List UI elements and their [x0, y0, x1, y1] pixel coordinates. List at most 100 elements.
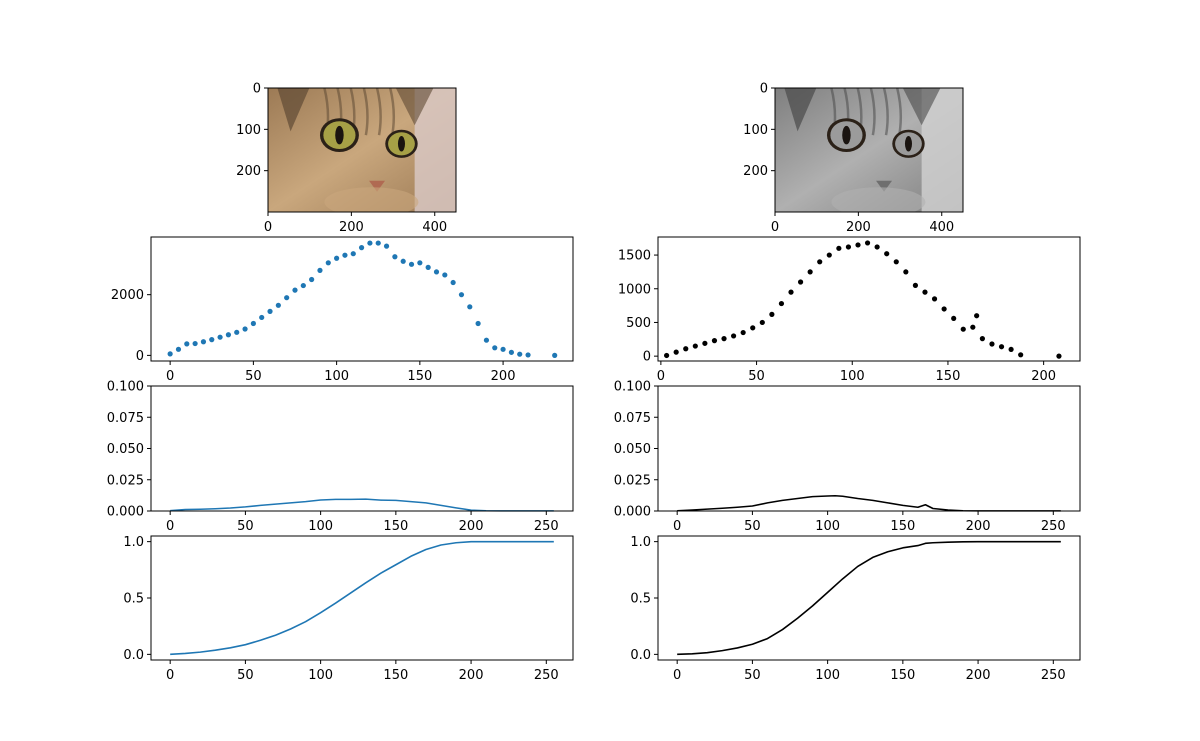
- color-density-line: 0 50 100 150 200 250 0.000 0.025 0.050 0.075 0.100: [107, 380, 574, 534]
- scatter-point: [817, 259, 823, 265]
- scatter-point: [492, 345, 498, 351]
- scatter-point: [912, 282, 919, 288]
- series-line: [677, 540, 1061, 656]
- scatter-point: [759, 319, 765, 326]
- scatter-point: [400, 258, 406, 264]
- cat-nose: [876, 180, 893, 192]
- scatter-point: [342, 252, 348, 258]
- scatter-point: [1018, 352, 1024, 358]
- scatter-point: [367, 240, 373, 246]
- x-tick-label: 100: [815, 668, 840, 683]
- scatter-point: [225, 332, 232, 338]
- y-tick-label: 0.100: [107, 380, 144, 395]
- y-tick-label: 0.100: [614, 380, 651, 395]
- scatter-point: [884, 251, 890, 257]
- x-tick-label: 50: [748, 369, 765, 384]
- scatter-point: [259, 314, 265, 321]
- scatter-point: [167, 351, 173, 357]
- x-tick-label: 200: [459, 519, 484, 534]
- x-tick-label: 200: [491, 369, 516, 384]
- x-tick-label: 150: [936, 369, 961, 384]
- scatter-point: [192, 340, 198, 347]
- x-tick-label: 0: [166, 369, 174, 384]
- scatter-point: [325, 260, 331, 266]
- scatter-point: [234, 329, 240, 335]
- cat-ear-left: [784, 88, 817, 132]
- scatter-point: [267, 308, 273, 314]
- scatter-point: [721, 336, 727, 342]
- scatter-point: [483, 337, 490, 343]
- scatter-point: [845, 244, 852, 250]
- scatter-point: [184, 341, 190, 347]
- x-tick-label: 50: [237, 519, 254, 534]
- scatter-point: [525, 352, 531, 358]
- scatter-point: [309, 276, 315, 283]
- scatter-point: [317, 267, 323, 273]
- y-tick-label: 0.025: [107, 473, 144, 488]
- scatter-point: [217, 334, 223, 340]
- scatter-point: [417, 260, 423, 266]
- scatter-point: [508, 349, 515, 355]
- x-tick-label: 400: [929, 220, 954, 235]
- cat-stripe: [388, 88, 396, 136]
- axes-frame: [657, 236, 1081, 362]
- y-tick-label: 0: [760, 82, 768, 97]
- cat-eye-pupil: [397, 136, 406, 152]
- cat-eye-pupil: [842, 125, 851, 145]
- color-image-panel: 0 200 400 0 100 200: [236, 82, 457, 235]
- scatter-point: [855, 242, 861, 248]
- x-tick-label: 0: [657, 369, 665, 384]
- scatter-point: [711, 338, 718, 344]
- y-tick-label: 0.0: [123, 648, 144, 663]
- x-tick-label: 50: [744, 668, 761, 683]
- x-tick-label: 50: [237, 668, 254, 683]
- x-tick-label: 100: [815, 519, 840, 534]
- y-tick-label: 1000: [618, 282, 651, 297]
- scatter-point: [200, 339, 207, 345]
- scatter-point: [425, 264, 431, 270]
- x-tick-label: 100: [324, 369, 349, 384]
- y-tick-label: 200: [236, 164, 261, 179]
- x-tick-label: 250: [1041, 668, 1066, 683]
- x-tick-label: 50: [744, 519, 761, 534]
- cat-image: [775, 88, 963, 212]
- scatter-point: [292, 287, 298, 293]
- scatter-point: [358, 245, 365, 251]
- cat-stripe: [882, 88, 889, 136]
- series-line: [170, 540, 554, 656]
- x-tick-label: 200: [1031, 369, 1056, 384]
- scatter-point: [552, 352, 558, 358]
- scatter-point: [375, 240, 381, 246]
- x-tick-label: 0: [673, 519, 681, 534]
- scatter-point: [807, 269, 813, 275]
- scatter-point: [797, 279, 804, 285]
- y-tick-label: 0.050: [614, 442, 651, 457]
- x-tick-label: 100: [308, 519, 333, 534]
- scatter-point: [974, 313, 980, 319]
- scatter-point: [778, 300, 785, 307]
- scatter-point: [979, 336, 985, 342]
- scatter-point: [989, 341, 995, 347]
- scatter-point: [1056, 353, 1062, 359]
- cat-eye-pupil: [335, 125, 344, 145]
- x-tick-label: 0: [264, 220, 272, 235]
- scatter-point: [467, 304, 473, 310]
- y-tick-label: 0.5: [630, 592, 651, 607]
- scatter-point: [769, 311, 775, 317]
- scatter-point: [960, 326, 966, 332]
- scatter-point: [334, 255, 340, 261]
- y-tick-label: 0.075: [107, 411, 144, 426]
- x-tick-label: 0: [166, 519, 174, 534]
- y-tick-label: 0.000: [614, 505, 651, 520]
- cat-ear-right: [902, 88, 941, 126]
- scatter-point: [826, 252, 832, 258]
- y-tick-label: 0.5: [123, 592, 144, 607]
- scatter-point: [730, 333, 737, 339]
- x-tick-label: 0: [166, 668, 174, 683]
- cat-eye-pupil: [904, 136, 913, 152]
- scatter-point: [450, 279, 456, 286]
- scatter-point: [284, 295, 290, 301]
- scatter-point: [300, 282, 306, 289]
